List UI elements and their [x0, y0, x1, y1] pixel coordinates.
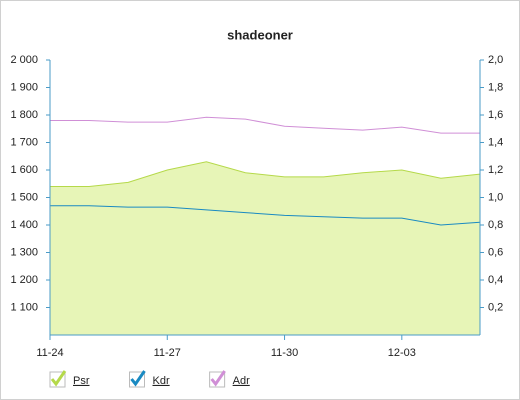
y-tick-label: 1 100 [10, 301, 38, 313]
y2-tick-label: 2,0 [488, 54, 503, 66]
y-tick-label: 1 700 [10, 136, 38, 148]
y2-tick-label: 1,8 [488, 81, 503, 93]
y2-tick-label: 0,8 [488, 219, 503, 231]
x-tick-label: 11-30 [271, 347, 298, 359]
y2-tick-label: 1,0 [488, 191, 503, 203]
legend-check [210, 370, 226, 387]
legend-label: Adr [233, 375, 250, 387]
series-line [50, 161, 481, 187]
y-tick-label: 1 800 [10, 109, 38, 121]
y-tick-label: 1 900 [10, 81, 38, 93]
y2-tick-label: 1,6 [488, 109, 503, 121]
y2-tick-label: 1,2 [488, 164, 503, 176]
x-tick-label: 11-27 [154, 347, 181, 359]
y2-tick-label: 0,6 [488, 246, 503, 258]
x-tick-label: 12-03 [388, 347, 416, 359]
series-line [50, 205, 481, 226]
legend-label: Psr [73, 375, 90, 387]
y2-tick-label: 0,2 [488, 301, 503, 313]
legend-check [50, 370, 67, 387]
y-tick-label: 1 400 [10, 219, 38, 231]
y2-tick-label: 0,4 [488, 274, 503, 286]
y-tick-label: 1 200 [10, 274, 38, 286]
area-fill [50, 161, 480, 335]
x-tick-label: 11-24 [36, 347, 63, 359]
y-tick-label: 1 500 [10, 191, 38, 203]
y-tick-label: 1 600 [10, 164, 38, 176]
legend-item[interactable]: Kdr [129, 370, 170, 388]
y-tick-label: 1 300 [10, 246, 38, 258]
legend-check [130, 370, 146, 387]
y2-tick-label: 1,4 [488, 136, 503, 148]
y-tick-label: 2 000 [10, 54, 38, 66]
legend-label: Kdr [153, 375, 170, 387]
legend-item[interactable]: Adr [209, 370, 250, 388]
chart-title: shadeoner [227, 27, 293, 42]
series-line [50, 116, 480, 134]
legend-item[interactable]: Psr [49, 370, 90, 388]
